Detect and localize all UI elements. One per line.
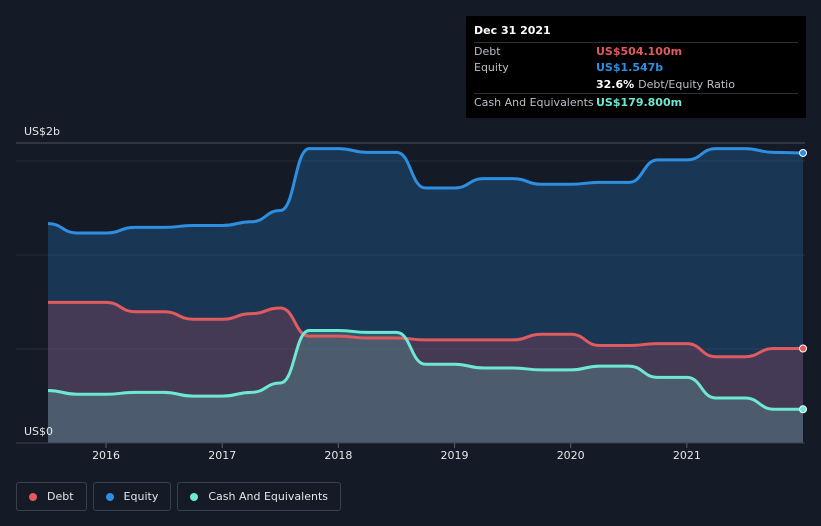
tooltip-debt-row: Debt US$504.100m (474, 42, 798, 59)
legend-item-equity[interactable]: Equity (92, 482, 172, 511)
tooltip-ratio: 32.6% Debt/Equity Ratio (596, 76, 735, 93)
x-tick-label-2019: 2019 (440, 449, 469, 462)
legend-label-debt: Debt (47, 490, 74, 503)
legend-label-equity: Equity (123, 490, 159, 503)
tooltip-cash-value: US$179.800m (596, 96, 683, 109)
series-lines (47, 147, 804, 411)
cash-and-equivalents-area (48, 330, 803, 443)
x-tick-label-2017: 2017 (208, 449, 237, 462)
tooltip-ratio-value: 32.6% (596, 78, 635, 91)
tooltip-debt-label: Debt (474, 45, 501, 58)
tooltip-ratio-label: Debt/Equity Ratio (638, 78, 735, 91)
tooltip-equity-row: Equity US$1.547b (474, 59, 798, 76)
x-axis-ticks (105, 443, 688, 448)
legend-label-cash: Cash And Equivalents (208, 490, 328, 503)
debt-end-marker[interactable] (799, 344, 807, 353)
tooltip-cash-label: Cash And Equivalents (474, 96, 594, 109)
end-markers[interactable] (799, 148, 807, 414)
debt-line (48, 300, 803, 359)
legend-item-debt[interactable]: Debt (16, 482, 87, 511)
debt-area (48, 302, 803, 443)
y-axis-bottom-label: US$0 (24, 425, 54, 438)
tooltip-equity-value: US$1.547b (596, 61, 664, 74)
x-tick-label-2020: 2020 (556, 449, 585, 462)
chart-legend: Debt Equity Cash And Equivalents (16, 482, 341, 511)
x-tick-label-2021: 2021 (672, 449, 701, 462)
tooltip-date: Dec 31 2021 (474, 24, 551, 37)
tooltip-equity-label: Equity (474, 61, 509, 74)
x-tick-label-2016: 2016 (92, 449, 121, 462)
tooltip-ratio-row: 32.6% Debt/Equity Ratio (474, 76, 798, 93)
x-tick-label-2018: 2018 (324, 449, 353, 462)
legend-dot-equity (105, 492, 114, 501)
cash-and-equivalents-line (47, 329, 804, 411)
equity-end-marker[interactable] (799, 148, 807, 157)
y-axis-top-label: US$2b (24, 125, 61, 138)
legend-item-cash[interactable]: Cash And Equivalents (177, 482, 341, 511)
legend-dot-cash (190, 492, 199, 501)
tooltip-cash-row: Cash And Equivalents US$179.800m (474, 93, 798, 110)
series-areas (48, 148, 803, 443)
cash-and-equivalents-end-marker[interactable] (799, 405, 807, 414)
equity-line (47, 147, 804, 235)
equity-area (48, 148, 803, 443)
tooltip-debt-value: US$504.100m (596, 45, 683, 58)
data-tooltip: Dec 31 2021 Debt US$504.100m Equity US$1… (466, 16, 806, 118)
legend-dot-debt (29, 492, 37, 501)
